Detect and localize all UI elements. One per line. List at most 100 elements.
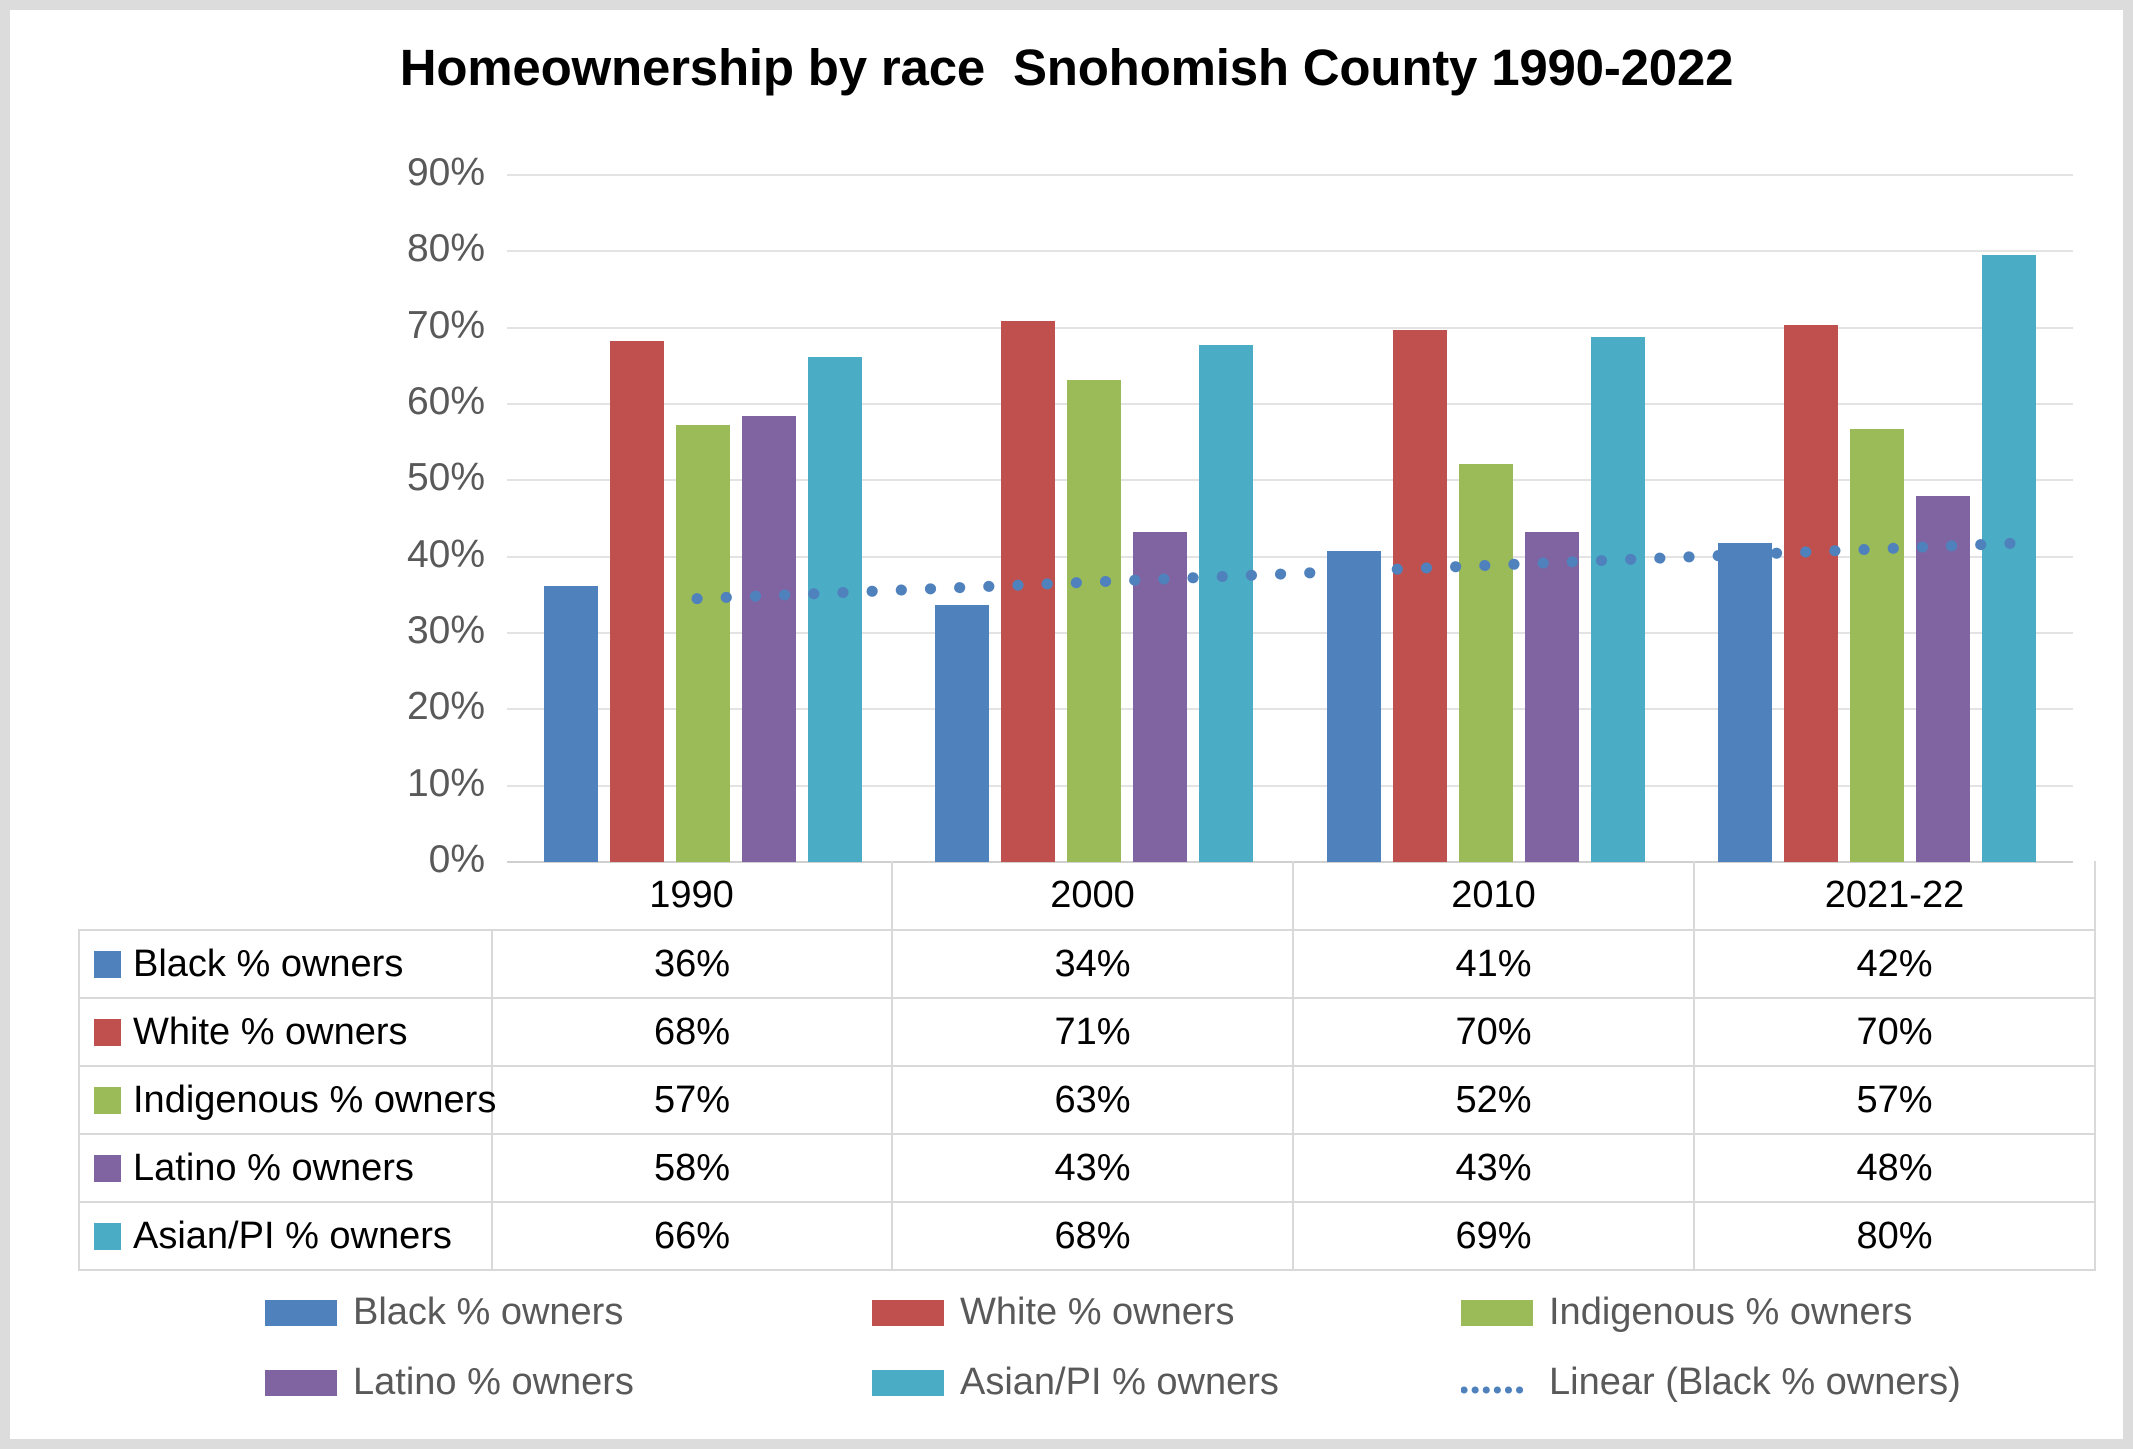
series-color-swatch-icon: [94, 1086, 121, 1114]
data-table: 1990 2000 2010 2021-22 Black % owners 36% 34% 4…: [78, 861, 2096, 1271]
table-cell: 63%: [891, 1065, 1294, 1135]
series-color-swatch-icon: [94, 1018, 121, 1046]
legend-item[interactable]: Asian/PI % owners: [872, 1355, 1279, 1410]
table-cell: 57%: [1693, 1065, 2096, 1135]
table-row: Latino % owners 58% 43% 43% 48%: [78, 1133, 2096, 1203]
bar: [1524, 532, 1579, 862]
gridline: [507, 479, 2073, 482]
bar: [1718, 542, 1773, 862]
legend-row: Black % owners White % owners Indigenous %…: [265, 1285, 1985, 1340]
table-row-label: White % owners: [78, 997, 493, 1067]
table-cell: 36%: [491, 929, 893, 999]
legend-row: Latino % owners Asian/PI % owners Linear (…: [265, 1355, 1985, 1410]
legend-label: Indigenous % owners: [1549, 1291, 1913, 1333]
table-header-row: 1990 2000 2010 2021-22: [79, 861, 2096, 931]
table-cell: 80%: [1693, 1201, 2096, 1271]
table-column-header: 1990: [492, 861, 893, 931]
legend-item[interactable]: Black % owners: [265, 1285, 623, 1340]
bar: [1982, 255, 2037, 862]
legend-item[interactable]: Indigenous % owners: [1461, 1285, 1912, 1340]
table-cell: 41%: [1292, 929, 1695, 999]
legend-label: Asian/PI % owners: [960, 1361, 1279, 1403]
table-cell: 70%: [1292, 997, 1695, 1067]
table-column-header: 2021-22: [1694, 861, 2096, 931]
gridline: [507, 250, 2073, 253]
table-row: Indigenous % owners 57% 63% 52% 57%: [78, 1065, 2096, 1135]
table-cell: 66%: [491, 1201, 893, 1271]
table-cell: 71%: [891, 997, 1294, 1067]
table-column-header: 2010: [1293, 861, 1695, 931]
legend-item[interactable]: White % owners: [872, 1285, 1235, 1340]
table-cell: 70%: [1693, 997, 2096, 1067]
table-cell: 68%: [491, 997, 893, 1067]
gridline: [507, 403, 2073, 405]
dotted-line-icon: [1460, 1370, 1534, 1396]
table-cell: 69%: [1292, 1201, 1695, 1271]
series-name: Black % owners: [133, 942, 404, 985]
table-cell: 48%: [1693, 1133, 2096, 1203]
table-column-header: 2000: [892, 861, 1294, 931]
legend-item[interactable]: Linear (Black % owners): [1460, 1355, 1961, 1410]
legend-label: Latino % owners: [353, 1361, 634, 1403]
series-name: Latino % owners: [133, 1146, 414, 1189]
table-cell: 43%: [891, 1133, 1294, 1203]
bar: [1133, 532, 1188, 862]
y-axis-tick-label: 90%: [406, 151, 485, 194]
series-color-swatch-icon: [94, 1154, 121, 1182]
table-row: Black % owners 36% 34% 41% 42%: [78, 929, 2096, 999]
bar: [807, 357, 862, 862]
table-row-label: Latino % owners: [78, 1133, 493, 1203]
bar: [1001, 320, 1056, 862]
y-axis-tick-label: 10%: [406, 761, 485, 805]
table-row-label: Black % owners: [78, 929, 493, 999]
bar: [741, 416, 796, 862]
series-name: Asian/PI % owners: [133, 1214, 452, 1257]
table-row-label: Asian/PI % owners: [78, 1201, 493, 1271]
legend-color-swatch-icon: [1461, 1299, 1533, 1326]
gridline: [507, 632, 2073, 634]
bar: [1850, 429, 1905, 862]
series-color-swatch-icon: [94, 950, 121, 978]
table-cell: 52%: [1292, 1065, 1695, 1135]
y-axis-tick-label: 70%: [406, 303, 485, 347]
bar: [675, 425, 730, 862]
table-row: Asian/PI % owners 66% 68% 69% 80%: [78, 1201, 2096, 1271]
legend-color-swatch-icon: [265, 1369, 337, 1396]
legend-label: Linear (Black % owners): [1549, 1361, 1961, 1403]
table-row-label: Indigenous % owners: [78, 1065, 496, 1135]
series-color-swatch-icon: [94, 1222, 121, 1250]
gridline: [507, 784, 2073, 787]
bar: [1199, 345, 1254, 862]
y-axis-tick-label: 80%: [406, 227, 485, 271]
table-cell: 43%: [1292, 1133, 1695, 1203]
plot-area: [507, 174, 2073, 863]
y-axis-tick-label: 50%: [406, 456, 485, 500]
gridline: [507, 326, 2073, 329]
y-axis-tick-label: 40%: [406, 532, 485, 576]
table-corner-cell: [79, 861, 492, 930]
table-cell: 42%: [1693, 929, 2096, 999]
table-row: White % owners 68% 71% 70% 70%: [78, 997, 2096, 1067]
bar: [543, 585, 598, 862]
bar: [1067, 380, 1122, 862]
gridline: [507, 174, 2073, 176]
bar: [1590, 336, 1645, 862]
bar: [1326, 551, 1381, 862]
table-cell: 34%: [891, 929, 1294, 999]
legend-item[interactable]: Latino % owners: [265, 1355, 634, 1410]
legend-color-swatch-icon: [872, 1299, 944, 1326]
chart-canvas: Homeownership by race Snohomish County 1…: [10, 10, 2123, 1439]
legend-label: White % owners: [960, 1291, 1235, 1333]
bar: [935, 604, 990, 862]
y-axis-tick-label: 20%: [406, 685, 485, 729]
legend-color-swatch-icon: [872, 1369, 944, 1396]
bar: [1392, 329, 1447, 862]
table-cell: 58%: [491, 1133, 893, 1203]
y-axis-tick-label: 30%: [406, 609, 485, 652]
series-name: Indigenous % owners: [133, 1078, 497, 1121]
bar: [1458, 464, 1513, 862]
gridline: [507, 708, 2073, 711]
series-name: White % owners: [133, 1010, 408, 1053]
bar: [1784, 324, 1839, 862]
page-title: Homeownership by race Snohomish County 1…: [399, 39, 1734, 96]
